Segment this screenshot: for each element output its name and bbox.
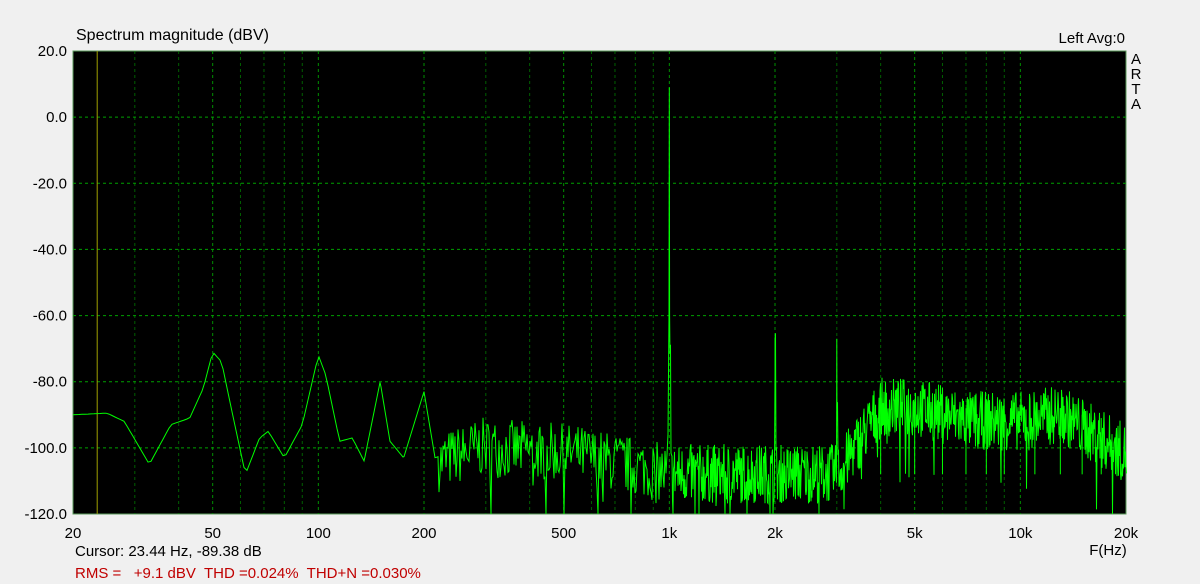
x-tick-label: 20 xyxy=(65,525,82,542)
y-tick-label: 0.0 xyxy=(46,109,67,126)
x-tick-label: 500 xyxy=(551,525,576,542)
plot-area xyxy=(72,50,1127,515)
y-tick-label: -60.0 xyxy=(33,308,67,325)
chart-title: Spectrum magnitude (dBV) xyxy=(76,27,269,44)
x-tick-label: 50 xyxy=(204,525,221,542)
y-tick-label: -20.0 xyxy=(33,175,67,192)
stats-readout: RMS = +9.1 dBV THD =0.024% THD+N =0.030% xyxy=(75,565,421,582)
x-tick-label: 200 xyxy=(411,525,436,542)
y-tick-label: -100.0 xyxy=(24,440,67,457)
x-tick-label: 2k xyxy=(767,525,783,542)
x-axis-label: F(Hz) xyxy=(1089,542,1127,559)
y-tick-label: 20.0 xyxy=(38,43,67,60)
y-tick-label: -80.0 xyxy=(33,374,67,391)
channel-label: Left Avg:0 xyxy=(1058,30,1125,47)
x-tick-label: 1k xyxy=(661,525,677,542)
x-tick-label: 10k xyxy=(1008,525,1033,542)
x-tick-label: 100 xyxy=(306,525,331,542)
spectrum-trace xyxy=(72,87,1127,515)
cursor-readout: Cursor: 23.44 Hz, -89.38 dB xyxy=(75,543,262,560)
x-tick-label: 20k xyxy=(1114,525,1139,542)
y-tick-label: -40.0 xyxy=(33,241,67,258)
y-tick-label: -120.0 xyxy=(24,506,67,523)
x-tick-label: 5k xyxy=(907,525,923,542)
